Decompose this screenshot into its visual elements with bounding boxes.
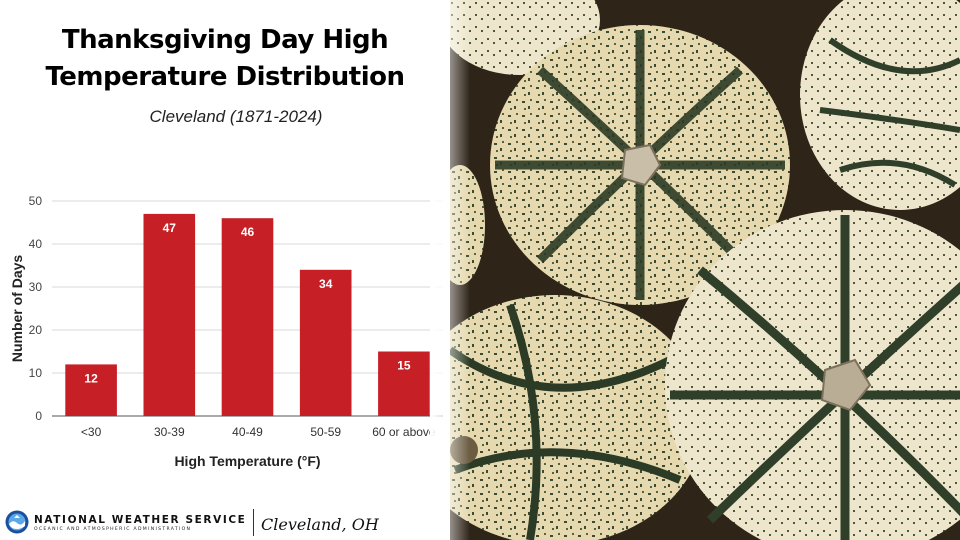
y-tick-label: 0	[35, 409, 42, 423]
bar	[143, 213, 196, 416]
footer-divider	[253, 509, 254, 536]
x-tick-label: 60 or above	[372, 425, 436, 439]
chart-subtitle: Cleveland (1871-2024)	[149, 107, 323, 126]
bar	[378, 351, 430, 416]
y-tick-label: 20	[29, 323, 43, 337]
bar-data-label: 15	[397, 359, 411, 373]
photo-fade-edge	[430, 0, 470, 540]
y-tick-label: 40	[29, 237, 43, 251]
agency-subtitle: OCEANIC AND ATMOSPHERIC ADMINISTRATION	[34, 527, 192, 532]
bar-data-label: 12	[84, 371, 98, 385]
squash-top-center	[490, 25, 790, 305]
office-location: Cleveland, OH	[261, 515, 379, 534]
bar-data-label: 34	[319, 277, 333, 291]
x-tick-label: 30-39	[154, 425, 185, 439]
y-tick-label: 50	[29, 194, 43, 208]
chart-title: Thanksgiving Day High Temperature Distri…	[0, 22, 450, 96]
bar	[221, 218, 274, 416]
x-axis-title: High Temperature (°F)	[174, 453, 320, 469]
squash-bottom-right	[665, 210, 960, 540]
chart-title-line2: Temperature Distribution	[45, 62, 405, 92]
y-tick-label: 10	[29, 366, 43, 380]
y-tick-label: 30	[29, 280, 43, 294]
y-axis-title: Number of Days	[9, 255, 25, 363]
bar-chart: 0 10 20 30 40 50 12 <30 47 30-39 46 40-49 34 50-59 15 6…	[9, 194, 443, 469]
bar-data-label: 46	[241, 225, 255, 239]
pumpkin-illustration	[450, 0, 960, 540]
bar-data-label: 47	[163, 221, 177, 235]
footer: NATIONAL WEATHER SERVICE OCEANIC AND ATM…	[0, 500, 460, 540]
bar	[65, 364, 117, 416]
chart-title-line1: Thanksgiving Day High	[61, 25, 389, 55]
x-tick-label: <30	[81, 425, 102, 439]
agency-name: NATIONAL WEATHER SERVICE	[34, 514, 247, 526]
nws-logo-icon	[5, 510, 29, 534]
squash-bottom-left	[450, 295, 705, 540]
bar	[299, 269, 352, 416]
x-tick-label: 50-59	[310, 425, 341, 439]
x-tick-label: 40-49	[232, 425, 263, 439]
pumpkin-photo	[450, 0, 960, 540]
squash-top-right	[800, 0, 960, 210]
